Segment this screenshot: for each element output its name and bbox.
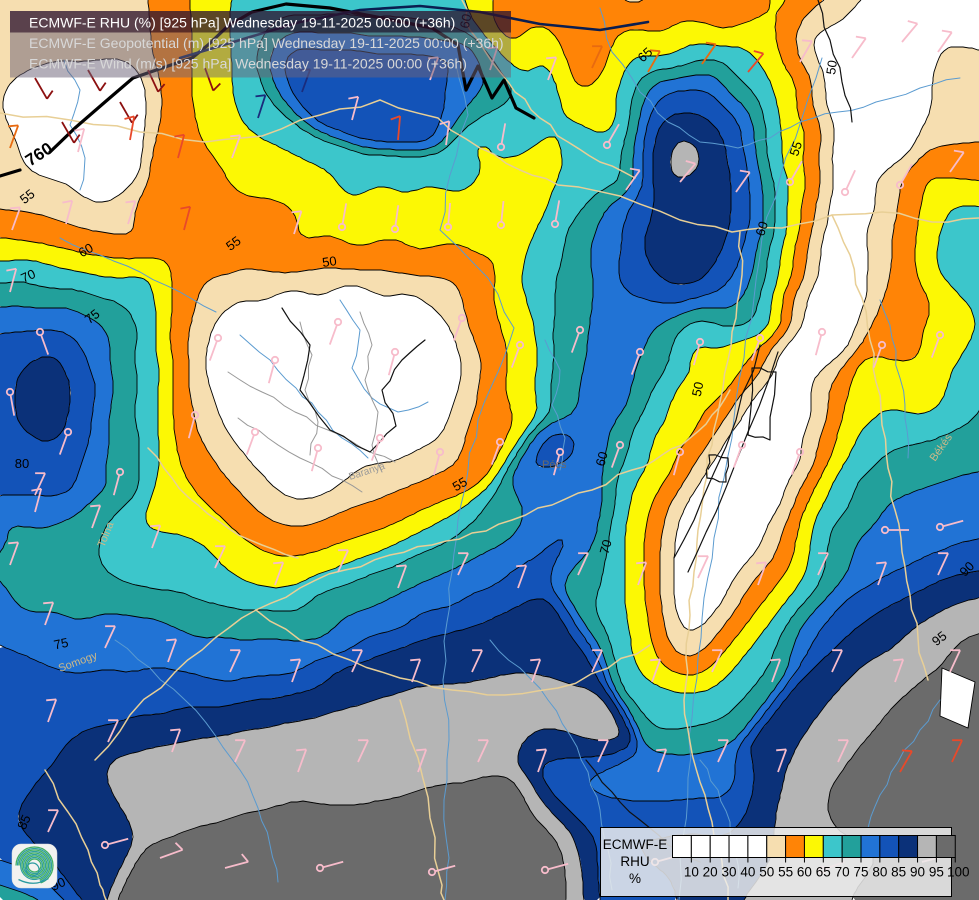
svg-text:65: 65 bbox=[816, 865, 831, 880]
svg-text:%: % bbox=[629, 871, 641, 886]
svg-text:ECMWF-E: ECMWF-E bbox=[603, 837, 668, 852]
svg-text:50: 50 bbox=[689, 380, 707, 397]
svg-text:RHU: RHU bbox=[620, 854, 649, 869]
svg-text:55: 55 bbox=[223, 233, 244, 254]
svg-text:Pécs: Pécs bbox=[542, 459, 567, 471]
svg-text:95: 95 bbox=[929, 865, 944, 880]
svg-text:20: 20 bbox=[703, 865, 718, 880]
svg-text:55: 55 bbox=[778, 865, 793, 880]
svg-text:85: 85 bbox=[891, 865, 906, 880]
svg-text:80: 80 bbox=[872, 865, 887, 880]
svg-text:75: 75 bbox=[853, 865, 868, 880]
svg-text:40: 40 bbox=[740, 865, 755, 880]
svg-text:60: 60 bbox=[752, 219, 771, 237]
svg-text:ECMWF-E RHU (%) [925 hPa] Wedn: ECMWF-E RHU (%) [925 hPa] Wednesday 19-1… bbox=[29, 15, 455, 31]
svg-text:100: 100 bbox=[947, 865, 970, 880]
svg-text:50: 50 bbox=[759, 865, 774, 880]
svg-text:50: 50 bbox=[321, 253, 337, 270]
svg-text:60: 60 bbox=[76, 240, 96, 260]
svg-text:75: 75 bbox=[52, 635, 69, 653]
svg-text:70: 70 bbox=[835, 865, 850, 880]
svg-text:10: 10 bbox=[684, 865, 699, 880]
svg-text:90: 90 bbox=[910, 865, 925, 880]
svg-text:55: 55 bbox=[450, 474, 470, 494]
svg-text:70: 70 bbox=[597, 538, 615, 556]
svg-text:80: 80 bbox=[15, 456, 29, 471]
svg-text:85: 85 bbox=[14, 812, 34, 831]
svg-text:55: 55 bbox=[786, 139, 805, 157]
svg-text:30: 30 bbox=[722, 865, 737, 880]
svg-text:50: 50 bbox=[823, 59, 840, 75]
svg-text:60: 60 bbox=[797, 865, 812, 880]
svg-text:70: 70 bbox=[18, 266, 37, 286]
svg-text:ECMWF-E Wind (m/s) [925 hPa] W: ECMWF-E Wind (m/s) [925 hPa] Wednesday 1… bbox=[29, 56, 467, 72]
svg-text:ECMWF-E Geopotential (m) [925: ECMWF-E Geopotential (m) [925 hPa] Wedne… bbox=[29, 35, 504, 51]
svg-text:60: 60 bbox=[593, 450, 611, 468]
